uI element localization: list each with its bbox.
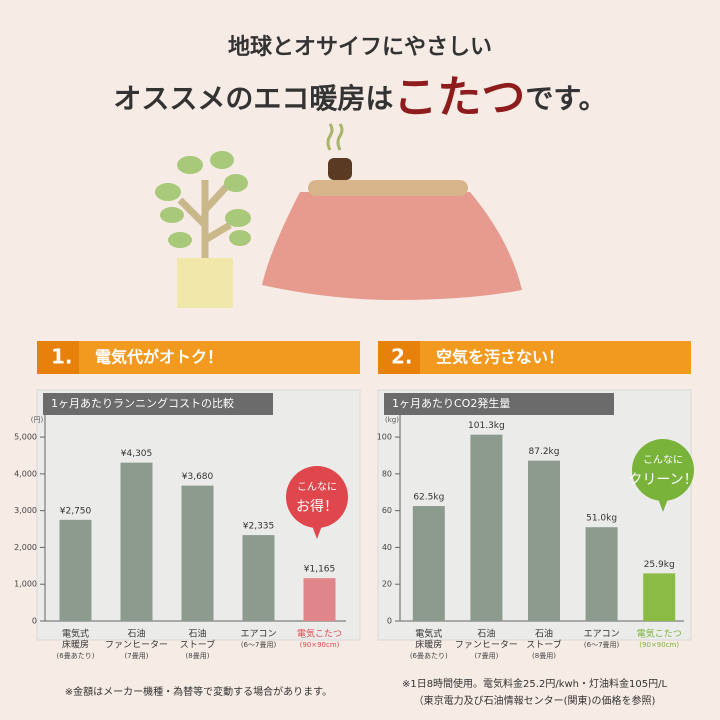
section-number-bg [378, 341, 420, 374]
category-note: (6畳あたり) [57, 652, 95, 660]
section-heading: 空気を汚さない！ [436, 348, 564, 367]
y-unit: (kg) [385, 416, 399, 424]
header-text: オススメのエコ暖房は [113, 82, 393, 115]
value-label: ¥4,305 [121, 449, 153, 459]
value-label: ¥3,680 [182, 472, 214, 482]
section-band [37, 341, 360, 374]
category-label: 電気式 [62, 628, 89, 640]
y-tick-label: 5,000 [14, 433, 37, 442]
y-unit: (円) [31, 416, 44, 424]
footnote: ※金額はメーカー機種・為替等で変動する場合があります。 [65, 685, 332, 698]
category-note: (7畳用) [474, 652, 498, 660]
callout-bubble [632, 439, 694, 501]
category-note: (8畳用) [186, 652, 210, 660]
kotatsu-illustration [262, 123, 522, 300]
bar [528, 460, 560, 621]
category-label: 石油 [477, 628, 495, 640]
bar [242, 535, 275, 621]
category-note: (6畳あたり) [410, 652, 448, 660]
section-heading: 電気代がオトク！ [95, 348, 223, 367]
y-tick-label: 80 [382, 469, 392, 478]
category-label: ストーブ [180, 639, 215, 651]
category-label: 電気こたつ [297, 628, 342, 640]
category-label: エアコン [584, 630, 620, 640]
header-line1: 地球とオサイフにやさしい [228, 34, 492, 60]
category-label: ストーブ [526, 639, 561, 651]
category-note: (6～7畳用) [241, 641, 277, 649]
category-label: 床暖房 [415, 639, 442, 651]
section-number: 1. [51, 345, 73, 369]
category-label: 電気こたつ [637, 628, 682, 640]
callout-text: クリーン！ [628, 472, 697, 488]
y-tick-label: 4,000 [14, 469, 37, 478]
chart-title: 1ヶ月あたりランニングコストの比較 [51, 396, 234, 410]
bar [303, 578, 336, 621]
bar [470, 434, 503, 621]
category-note: (8畳用) [532, 652, 556, 660]
category-label: 石油 [127, 628, 145, 640]
category-note: (90×90cm) [639, 641, 679, 649]
y-tick-label: 1,000 [14, 580, 37, 589]
value-label: ¥1,165 [304, 565, 336, 575]
y-tick-label: 2,000 [14, 543, 37, 552]
y-tick-label: 60 [382, 506, 392, 515]
callout-text: お得！ [296, 498, 338, 515]
header-highlight: こたつ [393, 72, 525, 123]
y-tick-label: 100 [377, 433, 392, 442]
category-label: 床暖房 [62, 639, 89, 651]
section-number-bg [37, 341, 79, 374]
bar [643, 573, 676, 621]
value-label: ¥2,750 [60, 506, 92, 516]
bar [59, 519, 92, 621]
y-tick-label: 20 [382, 580, 392, 589]
y-tick-label: 0 [387, 617, 392, 626]
category-note: (6～7畳用) [584, 641, 620, 649]
chart-title: 1ヶ月あたりCO2発生量 [392, 396, 510, 410]
y-tick-label: 3,000 [14, 506, 37, 515]
bar [585, 527, 618, 621]
callout-text: こんなに [643, 454, 683, 466]
chart-title-bg [384, 393, 614, 415]
category-label: 石油 [535, 628, 553, 640]
y-tick-label: 0 [32, 617, 37, 626]
y-tick-label: 40 [382, 543, 392, 552]
category-label: ファンヒーター [455, 640, 518, 651]
value-label: 101.3kg [468, 421, 505, 431]
value-label: ¥2,335 [243, 522, 275, 532]
section-band [378, 341, 691, 374]
footnote: ※1日8時間使用。電気料金25.2円/kwh・灯油料金105円/L [402, 677, 668, 690]
value-label: 62.5kg [413, 493, 444, 503]
category-label: 電気式 [415, 628, 442, 640]
footnote: （東京電力及び石油情報センター(関東)の価格を参照) [414, 694, 656, 707]
category-note: (90×90cm) [300, 641, 340, 649]
header-text: です。 [525, 82, 606, 115]
category-label: ファンヒーター [105, 640, 168, 651]
value-label: 51.0kg [586, 514, 617, 524]
category-note: (7畳用) [125, 652, 149, 660]
bar [120, 462, 153, 621]
callout-bubble [286, 466, 348, 528]
value-label: 87.2kg [529, 447, 560, 457]
charts: 1. 電気代がオトク！ 1ヶ月あたりランニングコストの比較 (円) 0 1,000 2,00… [14, 341, 698, 707]
bar [181, 485, 214, 621]
category-label: エアコン [240, 630, 276, 640]
header-line2: オススメのエコ暖房はこたつです。 [113, 72, 606, 123]
category-label: 石油 [188, 628, 206, 640]
section-number: 2. [391, 345, 413, 369]
chart-title-bg [43, 393, 273, 415]
bar [412, 506, 445, 621]
value-label: 25.9kg [644, 560, 675, 570]
plant-illustration [155, 151, 251, 308]
callout-text: こんなに [297, 481, 337, 493]
